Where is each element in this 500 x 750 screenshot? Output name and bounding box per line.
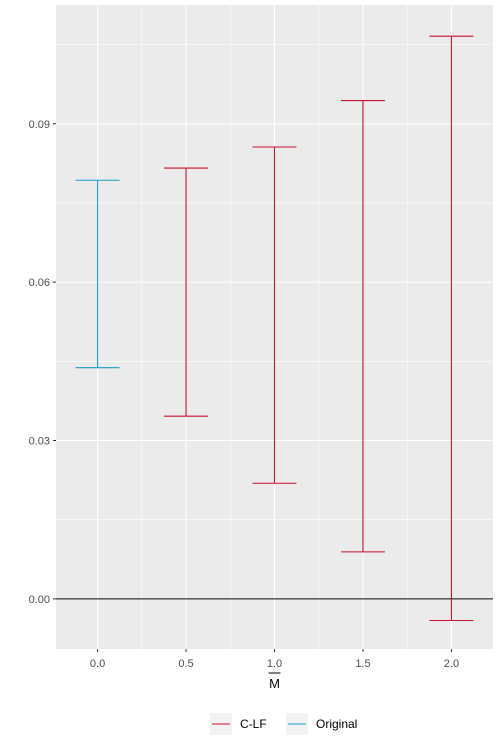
legend-item: C-LF (210, 713, 267, 735)
y-tick-label: 0.00 (29, 594, 50, 606)
legend: C-LF Original (210, 713, 357, 735)
legend-label: C-LF (240, 717, 267, 731)
x-tick-label: 1.5 (355, 658, 370, 670)
errorbar (252, 146, 297, 484)
errorbar (429, 35, 474, 622)
x-tick-label: 0.0 (90, 658, 105, 670)
errorbar (340, 99, 385, 553)
legend-label: Original (316, 717, 357, 731)
x-tick-label: 0.5 (178, 658, 193, 670)
y-tick-label: 0.06 (29, 277, 50, 289)
y-tick-label: 0.09 (29, 119, 50, 131)
errorbar (75, 179, 120, 369)
x-axis: 0.0 0.5 1.0 1.5 2.0 (90, 649, 459, 670)
errorbar (164, 167, 209, 417)
y-axis: 0.00 0.03 0.06 0.09 (29, 119, 56, 606)
x-tick-label: 2.0 (444, 658, 459, 670)
x-axis-title: M (269, 676, 280, 691)
errorbars (75, 35, 474, 622)
legend-item: Original (286, 713, 357, 735)
x-tick-label: 1.0 (267, 658, 282, 670)
y-tick-label: 0.03 (29, 435, 50, 447)
